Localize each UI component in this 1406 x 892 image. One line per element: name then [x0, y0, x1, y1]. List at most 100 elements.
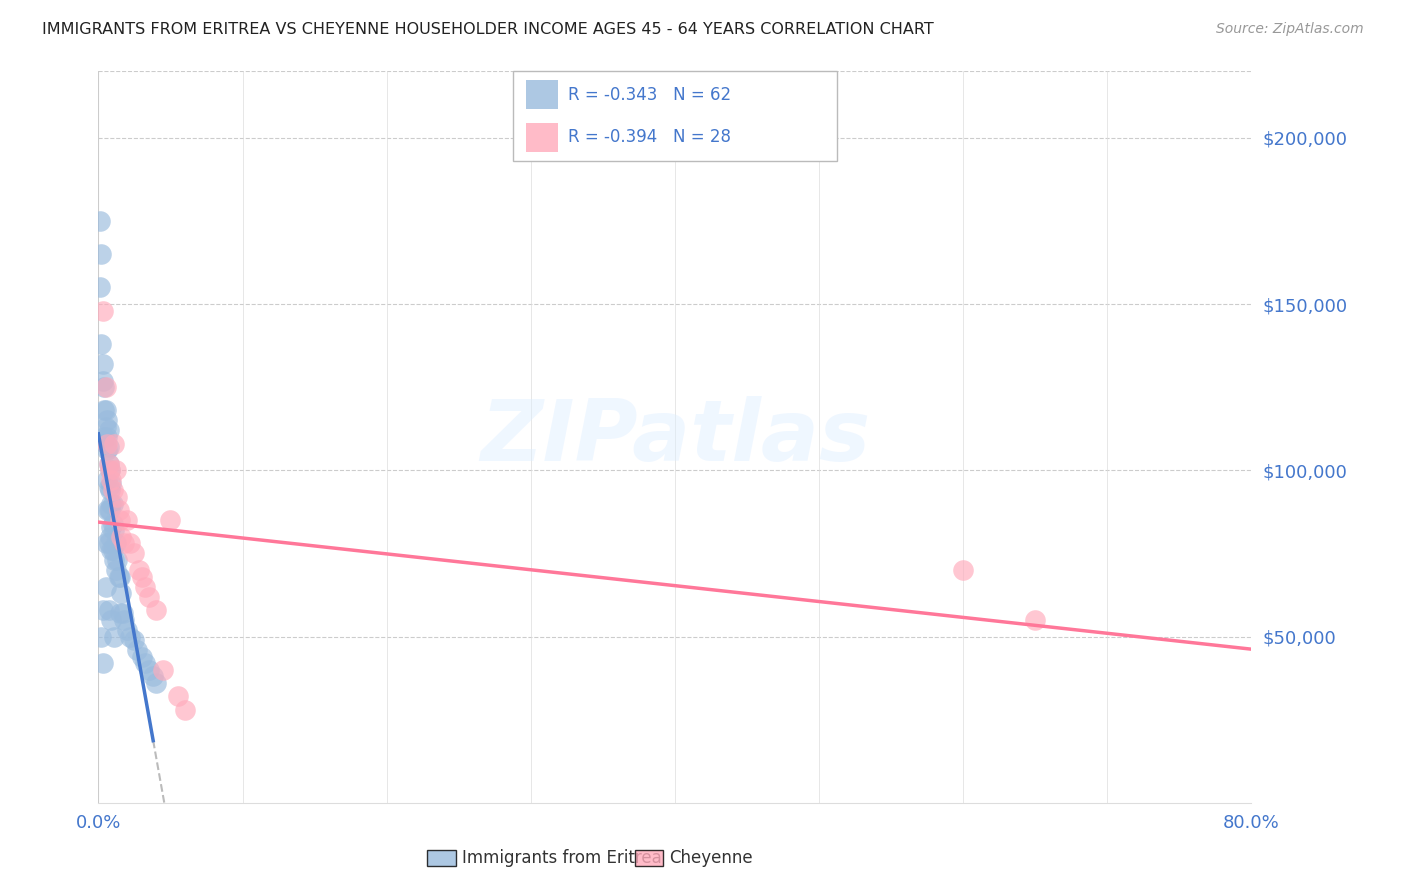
- Point: [152, 663, 174, 677]
- Point: [159, 513, 181, 527]
- Text: Source: ZipAtlas.com: Source: ZipAtlas.com: [1216, 22, 1364, 37]
- Point: [93, 430, 115, 444]
- Point: [89, 280, 111, 294]
- Point: [103, 523, 125, 537]
- Point: [128, 563, 150, 577]
- Point: [142, 669, 165, 683]
- Point: [101, 497, 124, 511]
- Point: [94, 403, 117, 417]
- Point: [91, 374, 114, 388]
- Point: [90, 337, 112, 351]
- Point: [124, 546, 146, 560]
- Point: [100, 473, 122, 487]
- Text: ZIPatlas: ZIPatlas: [479, 395, 870, 479]
- Point: [174, 703, 197, 717]
- Point: [93, 403, 115, 417]
- Text: R = -0.394   N = 28: R = -0.394 N = 28: [568, 128, 731, 146]
- Text: Cheyenne: Cheyenne: [669, 848, 752, 867]
- FancyBboxPatch shape: [427, 850, 456, 866]
- Point: [91, 303, 114, 318]
- Point: [134, 580, 156, 594]
- Point: [108, 513, 131, 527]
- Point: [101, 543, 124, 558]
- Point: [96, 436, 118, 450]
- Point: [98, 463, 121, 477]
- Point: [110, 530, 132, 544]
- Point: [98, 530, 121, 544]
- Text: R = -0.343   N = 62: R = -0.343 N = 62: [568, 86, 731, 103]
- Point: [97, 603, 120, 617]
- Point: [91, 603, 114, 617]
- Point: [97, 457, 120, 471]
- Point: [90, 247, 112, 261]
- Point: [108, 570, 131, 584]
- FancyBboxPatch shape: [634, 850, 664, 866]
- Point: [131, 570, 153, 584]
- Point: [100, 497, 122, 511]
- Point: [97, 457, 120, 471]
- Point: [166, 690, 188, 704]
- Point: [97, 480, 120, 494]
- Point: [1024, 613, 1046, 627]
- Text: Immigrants from Eritrea: Immigrants from Eritrea: [461, 848, 661, 867]
- Point: [108, 607, 131, 621]
- Point: [97, 440, 120, 454]
- Point: [97, 503, 120, 517]
- Point: [93, 380, 115, 394]
- Point: [90, 630, 112, 644]
- Point: [97, 536, 120, 550]
- Point: [138, 590, 160, 604]
- Point: [145, 603, 167, 617]
- Point: [96, 430, 118, 444]
- Point: [101, 516, 124, 531]
- Point: [94, 580, 117, 594]
- Point: [94, 536, 117, 550]
- Point: [94, 436, 117, 450]
- Point: [120, 536, 142, 550]
- Point: [107, 503, 129, 517]
- Point: [104, 463, 127, 477]
- Point: [94, 420, 117, 434]
- Point: [134, 656, 156, 670]
- Point: [103, 436, 125, 450]
- Point: [145, 676, 167, 690]
- Point: [100, 520, 122, 534]
- Point: [91, 357, 114, 371]
- Point: [105, 553, 128, 567]
- Point: [103, 630, 125, 644]
- Point: [112, 536, 135, 550]
- Point: [104, 563, 127, 577]
- Bar: [526, 80, 558, 109]
- Point: [98, 463, 121, 477]
- Point: [97, 424, 120, 438]
- Bar: [526, 123, 558, 152]
- Point: [120, 630, 142, 644]
- Point: [91, 656, 114, 670]
- Point: [112, 613, 135, 627]
- Point: [103, 553, 125, 567]
- Point: [111, 607, 134, 621]
- Point: [100, 476, 122, 491]
- Point: [96, 413, 118, 427]
- Point: [117, 623, 139, 637]
- Point: [110, 586, 132, 600]
- Point: [104, 536, 127, 550]
- Point: [96, 503, 118, 517]
- Point: [94, 380, 117, 394]
- Point: [105, 490, 128, 504]
- Point: [131, 649, 153, 664]
- Point: [100, 543, 122, 558]
- Point: [96, 443, 118, 458]
- Point: [124, 632, 146, 647]
- Point: [952, 563, 974, 577]
- Point: [101, 483, 124, 498]
- Point: [138, 663, 160, 677]
- Text: IMMIGRANTS FROM ERITREA VS CHEYENNE HOUSEHOLDER INCOME AGES 45 - 64 YEARS CORREL: IMMIGRANTS FROM ERITREA VS CHEYENNE HOUS…: [42, 22, 934, 37]
- Point: [89, 214, 111, 228]
- Point: [98, 503, 121, 517]
- Point: [98, 483, 121, 498]
- Point: [117, 513, 139, 527]
- Point: [96, 473, 118, 487]
- Point: [100, 613, 122, 627]
- Point: [127, 643, 149, 657]
